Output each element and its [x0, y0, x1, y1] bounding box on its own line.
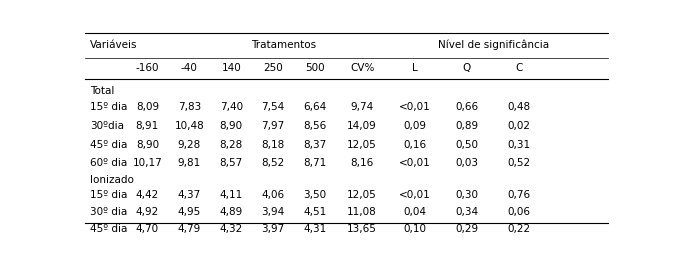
Text: 45º dia: 45º dia — [90, 140, 127, 150]
Text: CV%: CV% — [350, 63, 375, 74]
Text: 4,06: 4,06 — [262, 190, 285, 200]
Text: 8,16: 8,16 — [351, 158, 374, 168]
Text: 0,16: 0,16 — [403, 140, 426, 150]
Text: 0,48: 0,48 — [508, 102, 531, 112]
Text: 30º dia: 30º dia — [90, 207, 127, 217]
Text: Q: Q — [463, 63, 471, 74]
Text: 14,09: 14,09 — [347, 121, 377, 131]
Text: 0,02: 0,02 — [508, 121, 531, 131]
Text: -40: -40 — [181, 63, 197, 74]
Text: Nível de significância: Nível de significância — [437, 39, 549, 50]
Text: 8,90: 8,90 — [136, 140, 159, 150]
Text: 8,37: 8,37 — [304, 140, 327, 150]
Text: 4,11: 4,11 — [220, 190, 243, 200]
Text: 0,10: 0,10 — [403, 224, 426, 234]
Text: 0,30: 0,30 — [456, 190, 479, 200]
Text: 6,64: 6,64 — [304, 102, 327, 112]
Text: 8,56: 8,56 — [304, 121, 327, 131]
Text: 4,32: 4,32 — [220, 224, 243, 234]
Text: 0,89: 0,89 — [456, 121, 479, 131]
Text: 8,71: 8,71 — [304, 158, 327, 168]
Text: 0,04: 0,04 — [403, 207, 426, 217]
Text: <0,01: <0,01 — [399, 190, 431, 200]
Text: 4,37: 4,37 — [178, 190, 201, 200]
Text: 8,18: 8,18 — [262, 140, 285, 150]
Text: C: C — [516, 63, 523, 74]
Text: 0,22: 0,22 — [508, 224, 531, 234]
Text: Ionizado: Ionizado — [90, 175, 134, 185]
Text: 8,28: 8,28 — [220, 140, 243, 150]
Text: 7,54: 7,54 — [262, 102, 285, 112]
Text: 11,08: 11,08 — [347, 207, 377, 217]
Text: 7,97: 7,97 — [262, 121, 285, 131]
Text: 45º dia: 45º dia — [90, 224, 127, 234]
Text: 4,42: 4,42 — [136, 190, 159, 200]
Text: 0,09: 0,09 — [403, 121, 426, 131]
Text: 8,52: 8,52 — [262, 158, 285, 168]
Text: 4,89: 4,89 — [220, 207, 243, 217]
Text: 4,92: 4,92 — [136, 207, 159, 217]
Text: 0,06: 0,06 — [508, 207, 531, 217]
Text: 8,09: 8,09 — [136, 102, 159, 112]
Text: 10,48: 10,48 — [174, 121, 204, 131]
Text: 30ºdia: 30ºdia — [90, 121, 124, 131]
Text: 9,28: 9,28 — [178, 140, 201, 150]
Text: 500: 500 — [305, 63, 325, 74]
Text: 8,91: 8,91 — [136, 121, 159, 131]
Text: 3,50: 3,50 — [304, 190, 327, 200]
Text: 13,65: 13,65 — [347, 224, 377, 234]
Text: 140: 140 — [221, 63, 241, 74]
Text: <0,01: <0,01 — [399, 102, 431, 112]
Text: Total: Total — [90, 86, 114, 96]
Text: 250: 250 — [263, 63, 283, 74]
Text: 0,03: 0,03 — [456, 158, 479, 168]
Text: 12,05: 12,05 — [347, 190, 377, 200]
Text: 0,50: 0,50 — [456, 140, 479, 150]
Text: -160: -160 — [136, 63, 159, 74]
Text: 7,40: 7,40 — [220, 102, 243, 112]
Text: 0,31: 0,31 — [508, 140, 531, 150]
Text: Tratamentos: Tratamentos — [251, 40, 316, 50]
Text: <0,01: <0,01 — [399, 158, 431, 168]
Text: 0,34: 0,34 — [456, 207, 479, 217]
Text: 60º dia: 60º dia — [90, 158, 127, 168]
Text: 0,66: 0,66 — [456, 102, 479, 112]
Text: 9,81: 9,81 — [178, 158, 201, 168]
Text: Variáveis: Variáveis — [90, 40, 137, 50]
Text: 4,70: 4,70 — [136, 224, 159, 234]
Text: 3,97: 3,97 — [262, 224, 285, 234]
Text: 0,29: 0,29 — [456, 224, 479, 234]
Text: 15º dia: 15º dia — [90, 190, 127, 200]
Text: 12,05: 12,05 — [347, 140, 377, 150]
Text: 0,52: 0,52 — [508, 158, 531, 168]
Text: 3,94: 3,94 — [262, 207, 285, 217]
Text: 8,90: 8,90 — [220, 121, 243, 131]
Text: 10,17: 10,17 — [132, 158, 162, 168]
Text: 15º dia: 15º dia — [90, 102, 127, 112]
Text: 9,74: 9,74 — [351, 102, 374, 112]
Text: 8,57: 8,57 — [220, 158, 243, 168]
Text: L: L — [412, 63, 418, 74]
Text: 4,31: 4,31 — [304, 224, 327, 234]
Text: 7,83: 7,83 — [178, 102, 201, 112]
Text: 4,51: 4,51 — [304, 207, 327, 217]
Text: 0,76: 0,76 — [508, 190, 531, 200]
Text: 4,95: 4,95 — [178, 207, 201, 217]
Text: 4,79: 4,79 — [178, 224, 201, 234]
